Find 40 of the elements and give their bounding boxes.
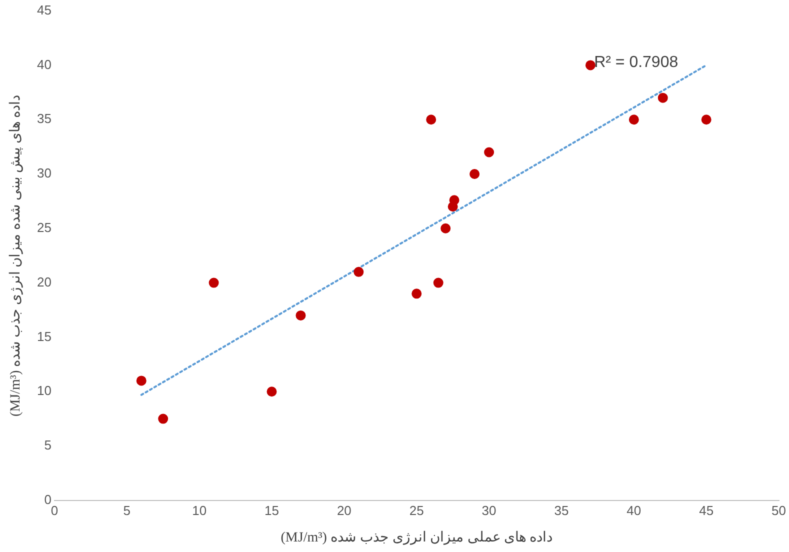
x-tick-label: 10 [192, 502, 207, 518]
x-axis-title: داده های عملی میزان انرژی جذب شده (MJ/m³) [280, 530, 552, 546]
x-tick-label: 15 [264, 502, 279, 518]
y-axis-title: داده های پیش بینی شده میزان انرژی جذب شده (MJ/m³) [8, 94, 24, 416]
point [440, 223, 451, 234]
y-tick-label: 30 [36, 166, 52, 181]
point [354, 266, 364, 277]
x-tick-label: 50 [772, 502, 786, 518]
point [658, 92, 668, 103]
point [628, 114, 639, 125]
point [426, 114, 436, 125]
y-tick-label: 5 [44, 438, 52, 453]
point [484, 147, 494, 158]
x-tick-label: 30 [482, 502, 496, 518]
x-tick-label: 25 [409, 502, 424, 518]
y-tick-label: 10 [36, 383, 52, 398]
y-tick-label: 45 [36, 2, 52, 18]
y-tick-label: 0 [44, 492, 52, 507]
y-tick-label: 20 [36, 274, 52, 290]
point [136, 376, 146, 386]
x-tick-label: 20 [336, 502, 352, 518]
y-tick-label: 40 [36, 56, 52, 72]
x-tick-label: 45 [699, 502, 714, 518]
point [208, 278, 219, 288]
y-tick-label: 25 [36, 220, 52, 235]
point [412, 288, 422, 299]
x-tick-label: 5 [123, 502, 131, 518]
point [433, 278, 444, 288]
y-tick-label: 15 [36, 328, 52, 344]
point [701, 114, 712, 125]
x-tick-label: 40 [626, 502, 642, 518]
point [585, 60, 596, 70]
point [158, 414, 168, 424]
point [266, 386, 277, 397]
y-tick-label: 35 [36, 111, 52, 126]
point [296, 310, 306, 320]
annotation: R² = 0.7908 [594, 54, 678, 72]
point [449, 195, 460, 206]
x-tick-label: 35 [554, 502, 569, 518]
point [470, 169, 480, 179]
